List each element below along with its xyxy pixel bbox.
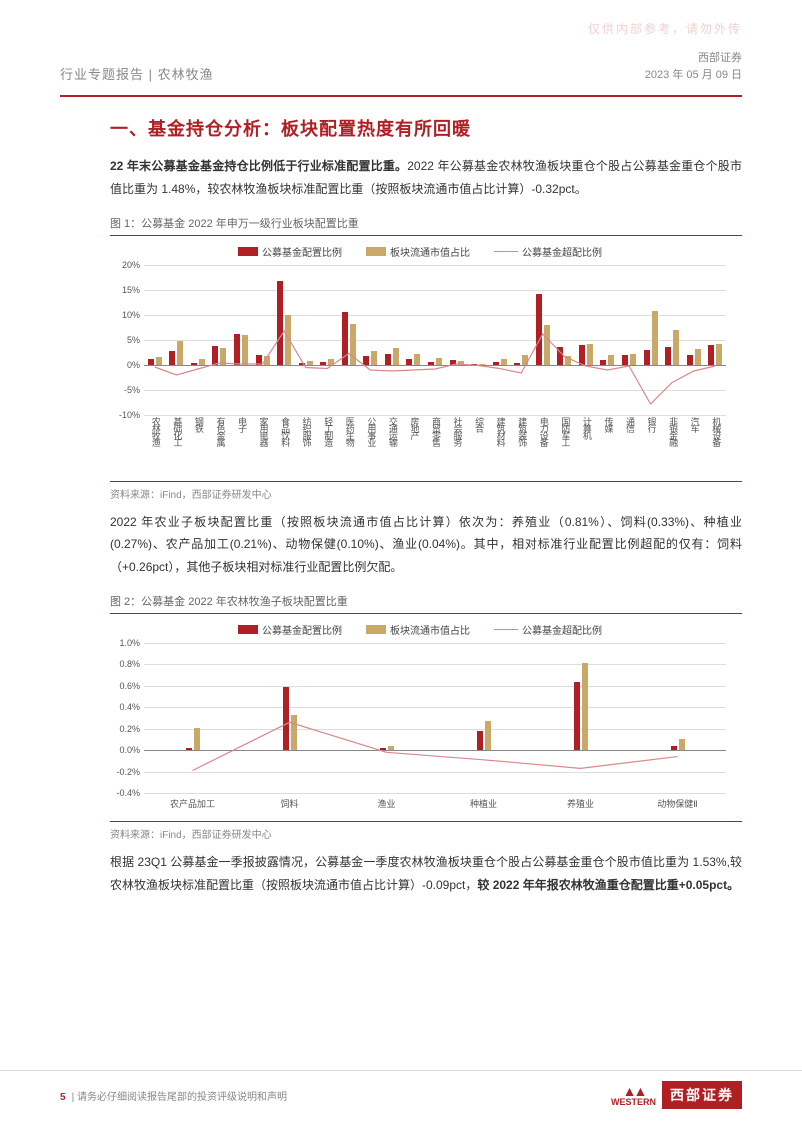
chart2-legend: 公募基金配置比例 板块流通市值占比 公募基金超配比例 — [110, 622, 730, 637]
chart1-area: -10%-5%0%5%10%15%20% — [110, 265, 730, 415]
chart1-legend: 公募基金配置比例 板块流通市值占比 公募基金超配比例 — [110, 244, 730, 259]
legend-item-2b: 板块流通市值占比 — [366, 622, 470, 637]
chart2-area: -0.4%-0.2%0.0%0.2%0.4%0.6%0.8%1.0% — [110, 643, 730, 793]
fig1-source: 资料来源：iFind，西部证券研发中心 — [110, 481, 742, 501]
fig1-label: 图 1：公募基金 2022 年申万一级行业板块配置比重 — [110, 215, 742, 231]
logo-icon: ▲▲ WESTERN — [611, 1084, 656, 1107]
header-left: 行业专题报告 | 农林牧渔 — [60, 64, 214, 83]
header-date: 2023 年 05 月 09 日 — [645, 67, 742, 84]
paragraph-2: 2022 年农业子板块配置比重（按照板块流通市值占比计算）依次为：养殖业（0.8… — [110, 511, 742, 579]
footer-note: | 请务必仔细阅读报告尾部的投资评级说明和声明 — [72, 1092, 287, 1103]
watermark: 仅供内部参考，请勿外传 — [588, 20, 742, 37]
p3-bold: 较 2022 年年报农林牧渔重仓配置比重+0.05pct。 — [477, 878, 739, 892]
fig2-source: 资料来源：iFind，西部证券研发中心 — [110, 821, 742, 841]
chart1: 公募基金配置比例 板块流通市值占比 公募基金超配比例 -10%-5%0%5%10… — [110, 244, 730, 475]
fig2-label: 图 2：公募基金 2022 年农林牧渔子板块配置比重 — [110, 593, 742, 609]
p1-bold: 22 年末公募基金基金持仓比例低于行业标准配置比重。 — [110, 159, 407, 173]
legend-item-3: 公募基金超配比例 — [494, 244, 602, 259]
footer: 5 | 请务必仔细阅读报告尾部的投资评级说明和声明 ▲▲ WESTERN 西部证券 — [0, 1070, 802, 1109]
chart2: 公募基金配置比例 板块流通市值占比 公募基金超配比例 -0.4%-0.2%0.0… — [110, 622, 730, 815]
legend-item-2: 板块流通市值占比 — [366, 244, 470, 259]
header-right: 西部证券 2023 年 05 月 09 日 — [645, 50, 742, 83]
fig2-divider — [110, 613, 742, 614]
paragraph-3: 根据 23Q1 公募基金一季报披露情况，公募基金一季度农林牧渔板块重仓个股占公募… — [110, 851, 742, 897]
footer-right: ▲▲ WESTERN 西部证券 — [611, 1081, 742, 1109]
page-header: 行业专题报告 | 农林牧渔 西部证券 2023 年 05 月 09 日 — [0, 0, 802, 91]
paragraph-1: 22 年末公募基金基金持仓比例低于行业标准配置比重。2022 年公募基金农林牧渔… — [110, 155, 742, 201]
page-number: 5 — [60, 1092, 66, 1103]
legend-item-3b: 公募基金超配比例 — [494, 622, 602, 637]
chart2-xlabels: 农产品加工饲料渔业种植业养殖业动物保健Ⅱ — [144, 793, 726, 815]
legend-item-1: 公募基金配置比例 — [238, 244, 342, 259]
header-firm: 西部证券 — [645, 50, 742, 67]
chart1-xlabels: 农林牧渔基础化工钢铁有色金属电子家用电器食品饮料纺织服饰轻工制造医药生物公用事业… — [144, 415, 726, 475]
section-title: 一、基金持仓分析：板块配置热度有所回暖 — [110, 115, 742, 141]
fig1-divider — [110, 235, 742, 236]
legend-item-1b: 公募基金配置比例 — [238, 622, 342, 637]
content: 一、基金持仓分析：板块配置热度有所回暖 22 年末公募基金基金持仓比例低于行业标… — [0, 97, 802, 897]
footer-left: 5 | 请务必仔细阅读报告尾部的投资评级说明和声明 — [60, 1088, 287, 1103]
logo-text: 西部证券 — [662, 1081, 742, 1109]
